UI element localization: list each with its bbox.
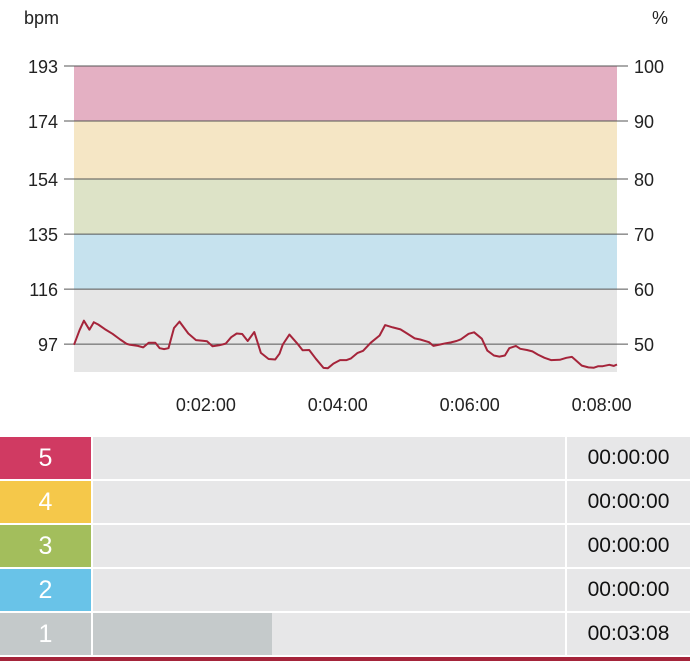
x-tick-label: 0:08:00 xyxy=(572,395,632,415)
zone-row-2: 2 00:00:00 xyxy=(0,569,690,611)
left-axis-ticks: 193 174 154 135 116 97 xyxy=(28,57,58,355)
zone-time: 00:03:08 xyxy=(565,613,690,655)
right-axis-unit: % xyxy=(652,8,668,28)
zone-bar-track xyxy=(91,525,565,567)
heart-rate-line xyxy=(73,319,618,370)
x-axis-ticks: 0:02:00 0:04:00 0:06:00 0:08:00 xyxy=(176,395,632,415)
right-tick-label: 70 xyxy=(634,225,654,245)
zone-bar-track xyxy=(91,481,565,523)
zone-number: 5 xyxy=(0,437,91,479)
left-axis-unit: bpm xyxy=(24,8,59,28)
zone-time: 00:00:00 xyxy=(565,437,690,479)
zone-bar-track xyxy=(91,613,565,655)
zone-time: 00:00:00 xyxy=(565,525,690,567)
left-tick-label: 116 xyxy=(29,280,58,300)
right-tick-label: 90 xyxy=(634,112,654,132)
bottom-accent-line xyxy=(0,657,690,661)
zone-band xyxy=(74,234,617,290)
zone-time: 00:00:00 xyxy=(565,481,690,523)
gridlines xyxy=(64,65,628,345)
x-tick-label: 0:06:00 xyxy=(440,395,500,415)
zone-number: 2 xyxy=(0,569,91,611)
zone-band xyxy=(74,121,617,180)
right-tick-label: 100 xyxy=(634,57,664,77)
zone-band xyxy=(74,66,617,122)
zone-number: 1 xyxy=(0,613,91,655)
zone-band xyxy=(74,179,617,235)
zone-number: 3 xyxy=(0,525,91,567)
heart-rate-chart: bpm % 193 174 154 135 116 97 100 90 80 70 60 50 0:… xyxy=(24,8,668,415)
zone-bar-track xyxy=(91,437,565,479)
x-tick-label: 0:02:00 xyxy=(176,395,236,415)
zone-time: 00:00:00 xyxy=(565,569,690,611)
left-tick-label: 97 xyxy=(38,335,58,355)
left-tick-label: 174 xyxy=(28,112,58,132)
left-tick-label: 154 xyxy=(28,170,58,190)
zone-row-4: 4 00:00:00 xyxy=(0,481,690,523)
zone-number: 4 xyxy=(0,481,91,523)
zone-bar-track xyxy=(91,569,565,611)
zone-bands xyxy=(74,66,617,372)
left-tick-label: 135 xyxy=(28,225,58,245)
right-axis-ticks: 100 90 80 70 60 50 xyxy=(634,57,664,355)
right-tick-label: 60 xyxy=(634,280,654,300)
left-tick-label: 193 xyxy=(28,57,58,77)
right-tick-label: 50 xyxy=(634,335,654,355)
right-tick-label: 80 xyxy=(634,170,654,190)
zone-row-3: 3 00:00:00 xyxy=(0,525,690,567)
zone-row-1: 1 00:03:08 xyxy=(0,613,690,655)
zone-table: 5 00:00:00 4 00:00:00 3 00:00:00 2 00:00… xyxy=(0,437,690,657)
zone-band xyxy=(74,289,617,372)
zone-row-5: 5 00:00:00 xyxy=(0,437,690,479)
x-tick-label: 0:04:00 xyxy=(308,395,368,415)
zone-bar-fill xyxy=(93,613,273,655)
